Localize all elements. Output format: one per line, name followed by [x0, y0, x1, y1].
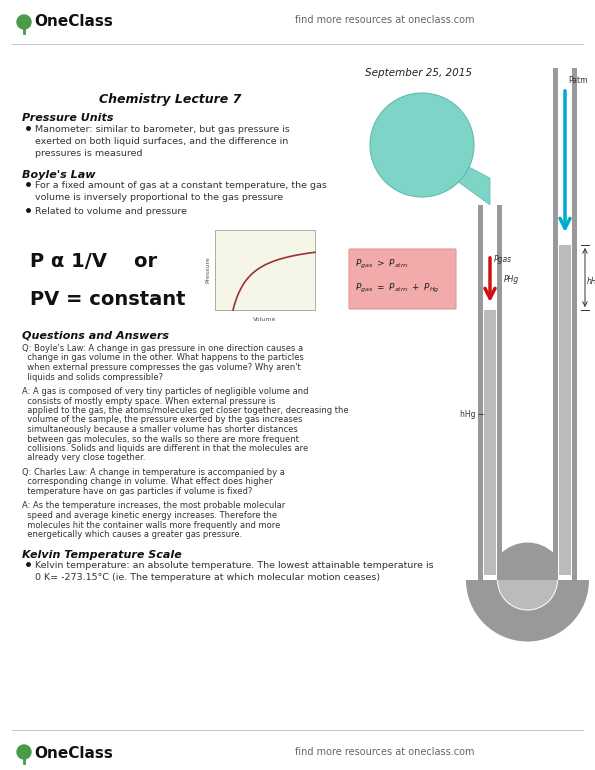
Polygon shape: [484, 310, 496, 575]
Text: corresponding change in volume. What effect does higher: corresponding change in volume. What eff…: [22, 477, 273, 487]
Text: find more resources at oneclass.com: find more resources at oneclass.com: [295, 747, 474, 757]
Text: Boyle's Law: Boyle's Law: [22, 170, 96, 180]
Text: 0 K= -273.15°C (ie. The temperature at which molecular motion ceases): 0 K= -273.15°C (ie. The temperature at w…: [35, 573, 380, 581]
Polygon shape: [483, 205, 497, 580]
Polygon shape: [442, 153, 490, 205]
Text: speed and average kinetic energy increases. Therefore the: speed and average kinetic energy increas…: [22, 511, 277, 520]
Text: P α 1/V    or: P α 1/V or: [30, 252, 157, 271]
Text: Pgas: Pgas: [494, 255, 512, 264]
Polygon shape: [478, 205, 502, 580]
Text: Kelvin Temperature Scale: Kelvin Temperature Scale: [22, 550, 181, 560]
Wedge shape: [466, 543, 589, 641]
Text: volume of the sample, the pressure exerted by the gas increases: volume of the sample, the pressure exert…: [22, 416, 302, 424]
Text: Chemistry Lecture 7: Chemistry Lecture 7: [99, 93, 241, 106]
Text: hHg: hHg: [587, 277, 595, 286]
Text: temperature have on gas particles if volume is fixed?: temperature have on gas particles if vol…: [22, 487, 252, 496]
Text: hHg —: hHg —: [460, 410, 486, 419]
Text: Q: Charles Law: A change in temperature is accompanied by a: Q: Charles Law: A change in temperature …: [22, 468, 285, 477]
Text: Pressure Units: Pressure Units: [22, 113, 114, 123]
Text: Related to volume and pressure: Related to volume and pressure: [35, 207, 187, 216]
Text: exerted on both liquid surfaces, and the difference in: exerted on both liquid surfaces, and the…: [35, 137, 288, 146]
Text: OneClass: OneClass: [34, 746, 113, 761]
Text: change in gas volume in the other. What happens to the particles: change in gas volume in the other. What …: [22, 353, 304, 363]
Text: collisions. Solids and liquids are different in that the molecules are: collisions. Solids and liquids are diffe…: [22, 444, 308, 453]
Text: PHg: PHg: [504, 275, 519, 284]
Text: when external pressure compresses the gas volume? Why aren't: when external pressure compresses the ga…: [22, 363, 300, 372]
Text: energetically which causes a greater gas pressure.: energetically which causes a greater gas…: [22, 530, 242, 539]
FancyBboxPatch shape: [215, 230, 315, 310]
Text: Kelvin temperature: an absolute temperature. The lowest attainable temperature i: Kelvin temperature: an absolute temperat…: [35, 561, 434, 570]
Polygon shape: [559, 245, 571, 575]
Text: liquids and solids compressible?: liquids and solids compressible?: [22, 373, 163, 381]
Text: A: As the temperature increases, the most probable molecular: A: As the temperature increases, the mos…: [22, 501, 285, 511]
Text: Questions and Answers: Questions and Answers: [22, 330, 169, 340]
FancyBboxPatch shape: [349, 249, 456, 309]
Text: Volume: Volume: [253, 317, 277, 322]
Text: Patm: Patm: [568, 76, 587, 85]
Text: $P_{gas}\ >\ P_{atm}$: $P_{gas}\ >\ P_{atm}$: [355, 258, 408, 271]
Text: PV = constant: PV = constant: [30, 290, 186, 309]
Text: between gas molecules, so the walls so there are more frequent: between gas molecules, so the walls so t…: [22, 434, 299, 444]
Text: $P_{gas}\ =\ P_{atm}\ +\ P_{Hg}$: $P_{gas}\ =\ P_{atm}\ +\ P_{Hg}$: [355, 282, 440, 295]
Polygon shape: [553, 68, 577, 580]
Wedge shape: [497, 580, 558, 611]
Text: simultaneously because a smaller volume has shorter distances: simultaneously because a smaller volume …: [22, 425, 298, 434]
Text: OneClass: OneClass: [34, 14, 113, 29]
Text: already very close together.: already very close together.: [22, 454, 146, 463]
Circle shape: [17, 15, 31, 29]
Text: September 25, 2015: September 25, 2015: [365, 68, 472, 78]
Polygon shape: [558, 68, 572, 580]
Text: For a fixed amount of gas at a constant temperature, the gas: For a fixed amount of gas at a constant …: [35, 181, 327, 190]
Circle shape: [370, 93, 474, 197]
Text: volume is inversely proportional to the gas pressure: volume is inversely proportional to the …: [35, 193, 283, 202]
Text: pressures is measured: pressures is measured: [35, 149, 142, 158]
Text: molecules hit the container walls more frequently and more: molecules hit the container walls more f…: [22, 521, 280, 530]
Text: A: A gas is composed of very tiny particles of negligible volume and: A: A gas is composed of very tiny partic…: [22, 387, 308, 396]
Wedge shape: [498, 580, 557, 610]
Text: Pressure: Pressure: [205, 256, 211, 283]
Text: consists of mostly empty space. When external pressure is: consists of mostly empty space. When ext…: [22, 397, 275, 406]
Text: applied to the gas, the atoms/molecules get closer together, decreasing the: applied to the gas, the atoms/molecules …: [22, 406, 349, 415]
Text: Manometer: similar to barometer, but gas pressure is: Manometer: similar to barometer, but gas…: [35, 125, 290, 134]
Text: find more resources at oneclass.com: find more resources at oneclass.com: [295, 15, 474, 25]
Circle shape: [17, 745, 31, 759]
Text: Q: Boyle's Law: A change in gas pressure in one direction causes a: Q: Boyle's Law: A change in gas pressure…: [22, 344, 303, 353]
